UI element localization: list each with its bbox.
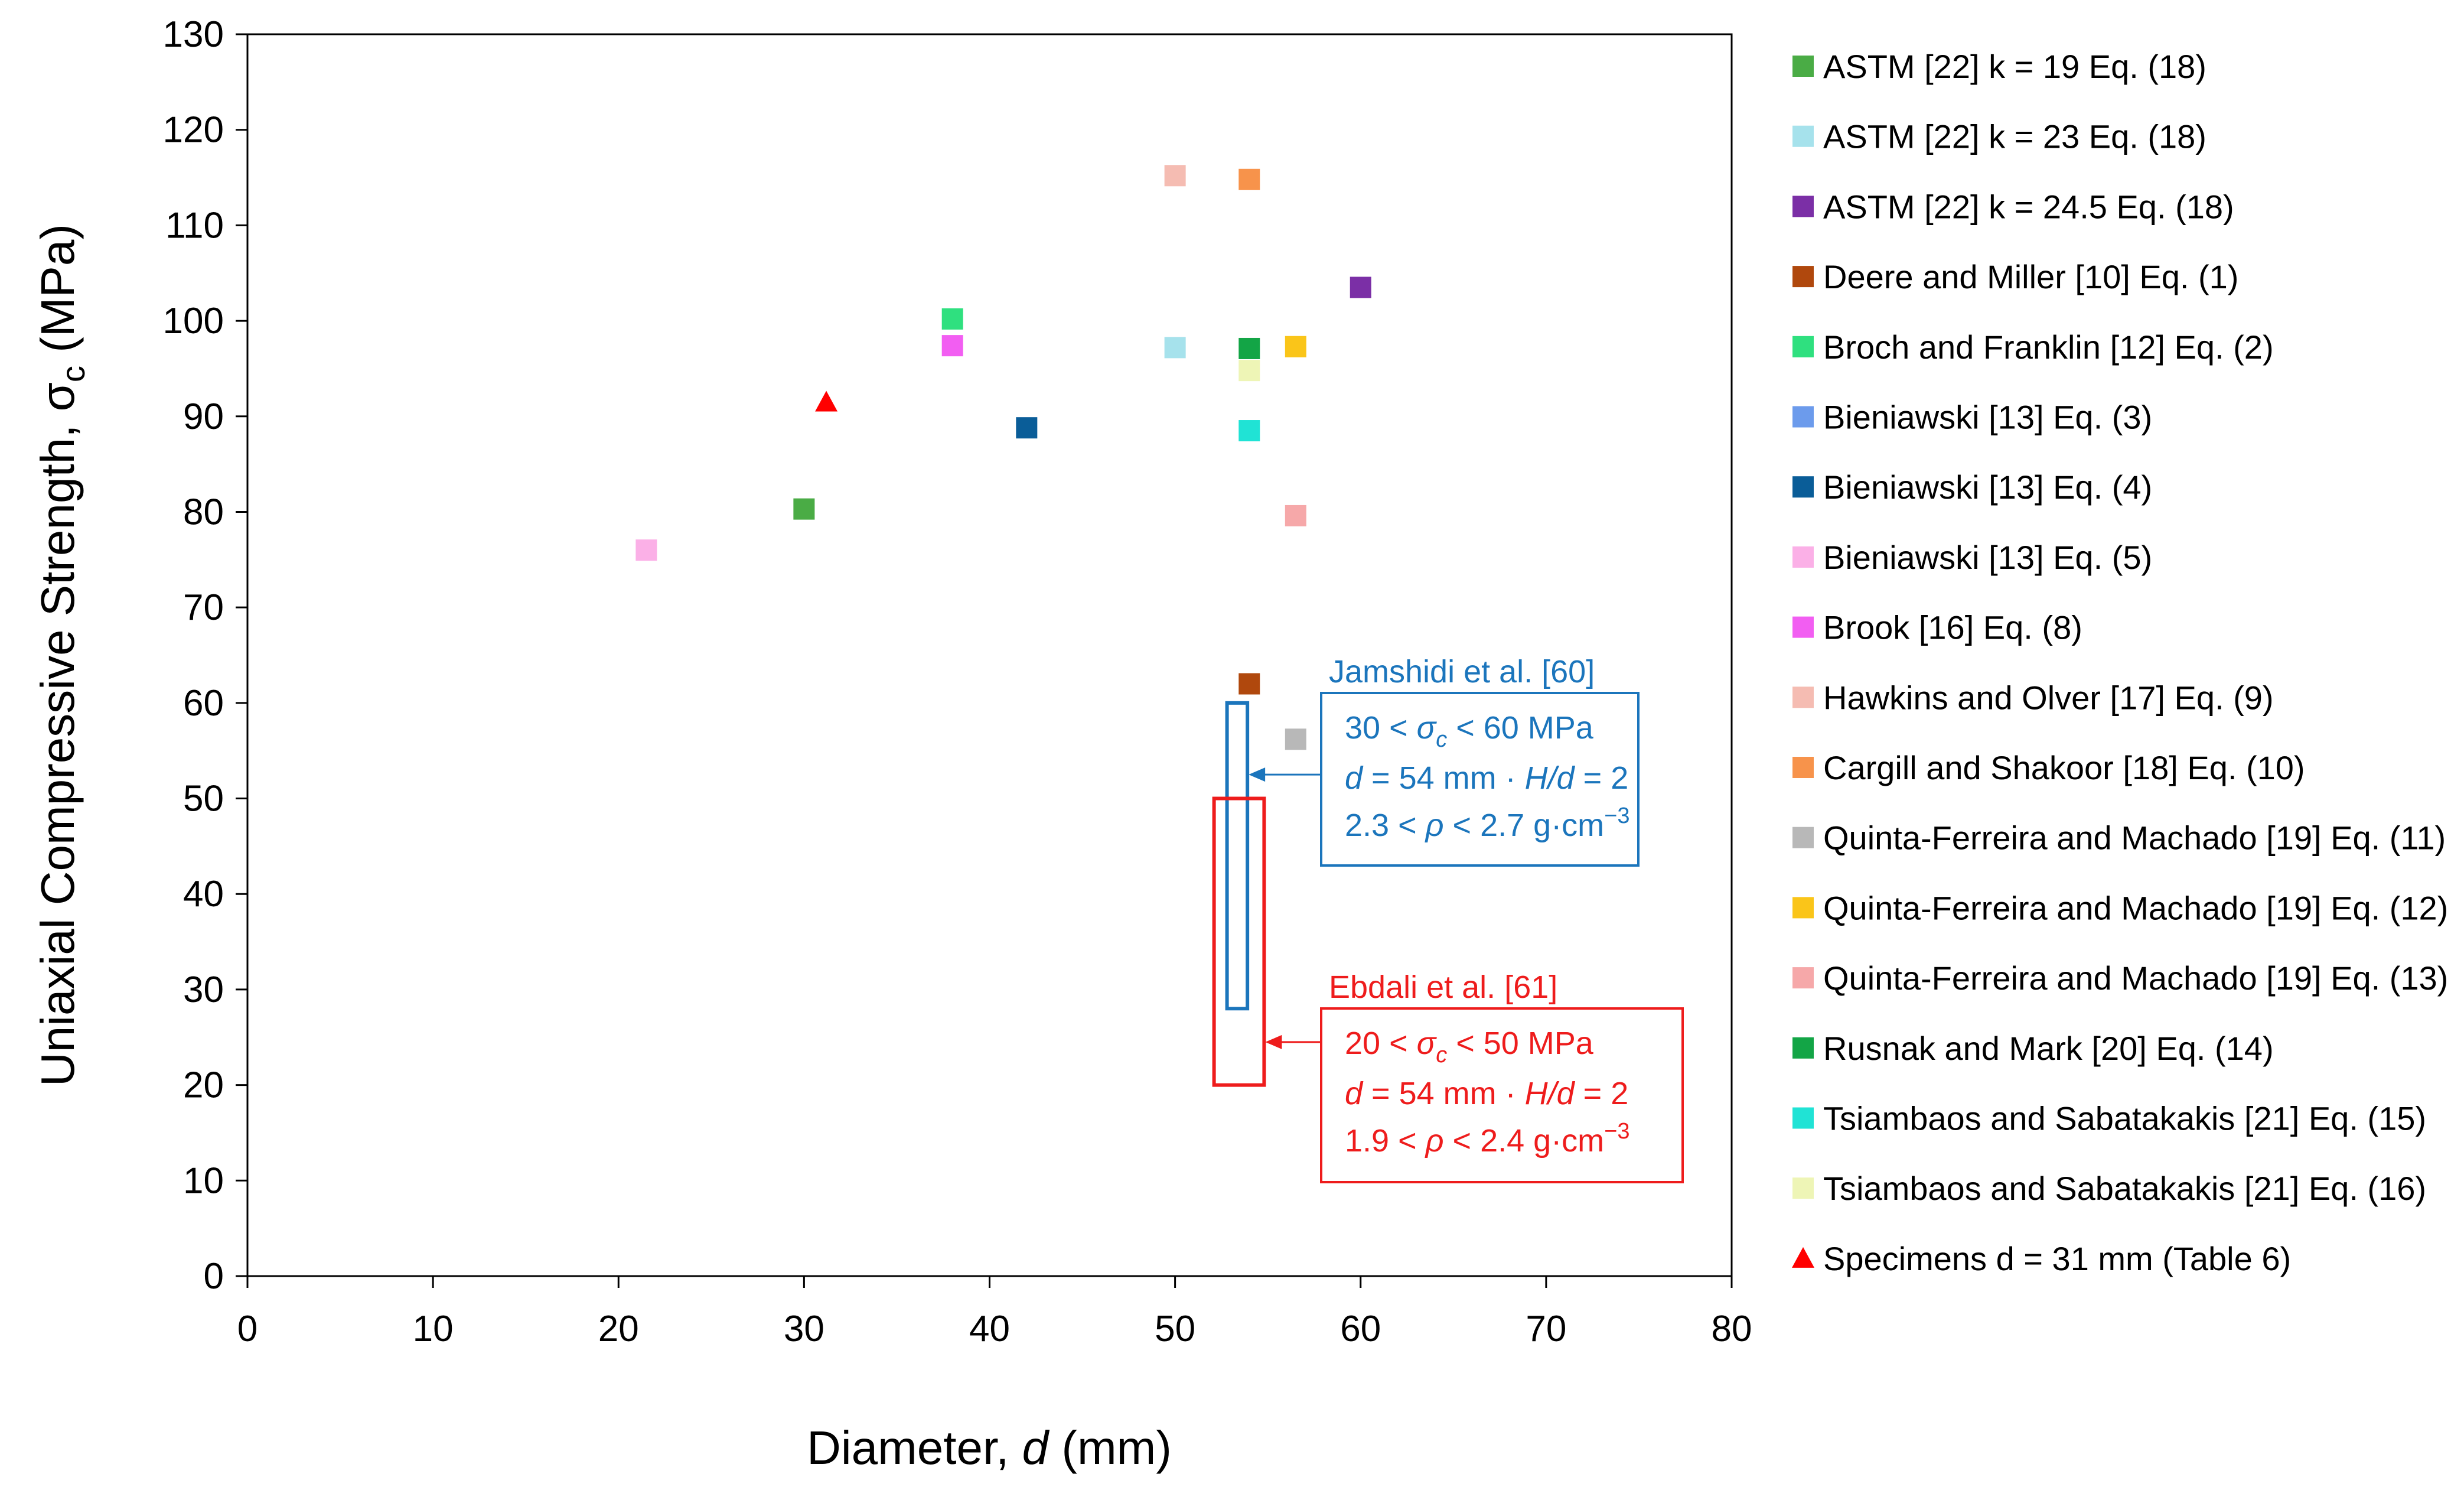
data-point [1164, 337, 1186, 359]
legend-label: Specimens d = 31 mm (Table 6) [1823, 1240, 2291, 1277]
annotation-density-range: 2.3 < ρ < 2.7 g·cm−3 [1345, 803, 1629, 843]
annotation-ucs-range: 20 < σc < 50 MPa [1345, 1026, 1594, 1068]
data-point [635, 539, 657, 561]
legend-label: ASTM [22] k = 24.5 Eq. (18) [1823, 188, 2234, 225]
y-axis-title: Uniaxial Compressive Strength, σc (MPa) [31, 224, 92, 1086]
data-point [815, 391, 838, 412]
legend-marker [1792, 196, 1814, 217]
y-tick-label: 40 [183, 874, 224, 915]
y-tick-label: 60 [183, 683, 224, 724]
legend-marker [1792, 125, 1814, 147]
legend-label: Bieniawski [13] Eq. (5) [1823, 539, 2152, 576]
data-point [1164, 165, 1186, 187]
legend-marker [1792, 616, 1814, 638]
x-tick-label: 40 [969, 1309, 1010, 1349]
data-point [1285, 728, 1306, 750]
annotation-title: Jamshidi et al. [60] [1329, 654, 1595, 689]
legend-marker [1792, 1107, 1814, 1129]
x-tick-label: 70 [1526, 1309, 1566, 1349]
data-point [1238, 420, 1260, 442]
x-tick-label: 20 [598, 1309, 639, 1349]
legend-marker [1792, 686, 1814, 708]
data-point [941, 335, 963, 357]
annotations: Jamshidi et al. [60] 30 < σc < 60 MPa d = … [1212, 654, 1684, 1183]
y-tick-label: 120 [163, 110, 224, 151]
data-point [941, 308, 963, 330]
legend-marker [1792, 897, 1814, 919]
y-tick-label: 20 [183, 1065, 224, 1106]
x-tick-label: 60 [1340, 1309, 1381, 1349]
x-tick-label: 0 [237, 1309, 258, 1349]
legend-label: Rusnak and Mark [20] Eq. (14) [1823, 1030, 2274, 1067]
data-point [1238, 673, 1260, 695]
legend-marker [1792, 757, 1814, 778]
y-tick-label: 110 [165, 205, 224, 246]
legend-label: ASTM [22] k = 19 Eq. (18) [1823, 48, 2206, 85]
y-tick-label: 10 [183, 1160, 224, 1201]
legend-label: Deere and Miller [10] Eq. (1) [1823, 258, 2238, 295]
annotation-callout-box [1320, 692, 1640, 867]
annotation-title: Ebdali et al. [61] [1329, 969, 1557, 1005]
legend-label: Cargill and Shakoor [18] Eq. (10) [1823, 749, 2305, 786]
x-tick-label: 80 [1712, 1309, 1752, 1349]
y-tick-label: 70 [183, 587, 224, 628]
data-point [793, 498, 815, 520]
annotation-geometry: d = 54 mm · H/d = 2 [1345, 1076, 1628, 1111]
data-point [1285, 505, 1306, 526]
x-axis: 0 10 20 30 40 50 60 70 80 [237, 1276, 1752, 1349]
annotation-range-box [1212, 796, 1266, 1087]
legend-label: Bieniawski [13] Eq. (4) [1823, 468, 2152, 506]
legend-label: Broch and Franklin [12] Eq. (2) [1823, 328, 2274, 366]
y-tick-label: 100 [163, 301, 224, 341]
x-tick-label: 30 [784, 1309, 824, 1349]
x-axis-title: Diameter, d (mm) [807, 1421, 1172, 1474]
legend-label: Hawkins and Olver [17] Eq. (9) [1823, 679, 2274, 716]
data-point [1350, 276, 1371, 298]
legend-label: Tsiambaos and Sabatakakis [21] Eq. (15) [1823, 1100, 2426, 1137]
legend-label: ASTM [22] k = 23 Eq. (18) [1823, 118, 2206, 155]
annotation-ucs-range: 30 < σc < 60 MPa [1345, 710, 1594, 752]
data-point [1238, 168, 1260, 190]
annotation-range-box [1225, 701, 1250, 1011]
legend-label: Quinta-Ferreira and Machado [19] Eq. (12… [1823, 889, 2448, 926]
legend-label: Bieniawski [13] Eq. (3) [1823, 399, 2152, 436]
legend-marker [1792, 56, 1814, 77]
x-tick-label: 50 [1155, 1309, 1195, 1349]
legend-marker [1792, 546, 1814, 568]
legend: ASTM [22] k = 19 Eq. (18) ASTM [22] k = 2… [1792, 48, 2448, 1277]
data-point [1285, 336, 1306, 357]
y-tick-label: 0 [204, 1256, 224, 1297]
data-point [1238, 360, 1260, 382]
annotation-arrowhead [1249, 767, 1266, 782]
legend-label: Quinta-Ferreira and Machado [19] Eq. (13… [1823, 959, 2448, 997]
y-tick-label: 30 [183, 969, 224, 1010]
data-point [1238, 337, 1260, 359]
y-tick-label: 130 [163, 14, 224, 55]
legend-marker [1792, 1177, 1814, 1199]
legend-label: Tsiambaos and Sabatakakis [21] Eq. (16) [1823, 1170, 2426, 1207]
legend-marker [1792, 336, 1814, 357]
annotation-callout-box [1320, 1007, 1684, 1183]
legend-label: Brook [16] Eq. (8) [1823, 609, 2082, 646]
y-axis: 0 10 20 30 40 50 60 70 80 90 100 110 120 130 [163, 14, 247, 1297]
annotation-geometry: d = 54 mm · H/d = 2 [1345, 760, 1628, 796]
y-tick-label: 80 [183, 492, 224, 532]
x-tick-label: 10 [413, 1309, 454, 1349]
data-points [635, 165, 1371, 750]
legend-marker [1792, 266, 1814, 288]
y-tick-label: 50 [183, 779, 224, 819]
y-tick-label: 90 [183, 396, 224, 437]
data-point [1016, 417, 1038, 439]
legend-marker [1792, 476, 1814, 498]
legend-marker [1792, 1037, 1814, 1059]
annotation-arrowhead [1265, 1034, 1282, 1049]
legend-marker [1792, 1247, 1814, 1268]
annotation-density-range: 1.9 < ρ < 2.4 g·cm−3 [1345, 1119, 1629, 1159]
legend-label: Quinta-Ferreira and Machado [19] Eq. (11… [1823, 819, 2446, 857]
legend-marker [1792, 967, 1814, 989]
legend-marker [1792, 827, 1814, 848]
legend-marker [1792, 406, 1814, 428]
